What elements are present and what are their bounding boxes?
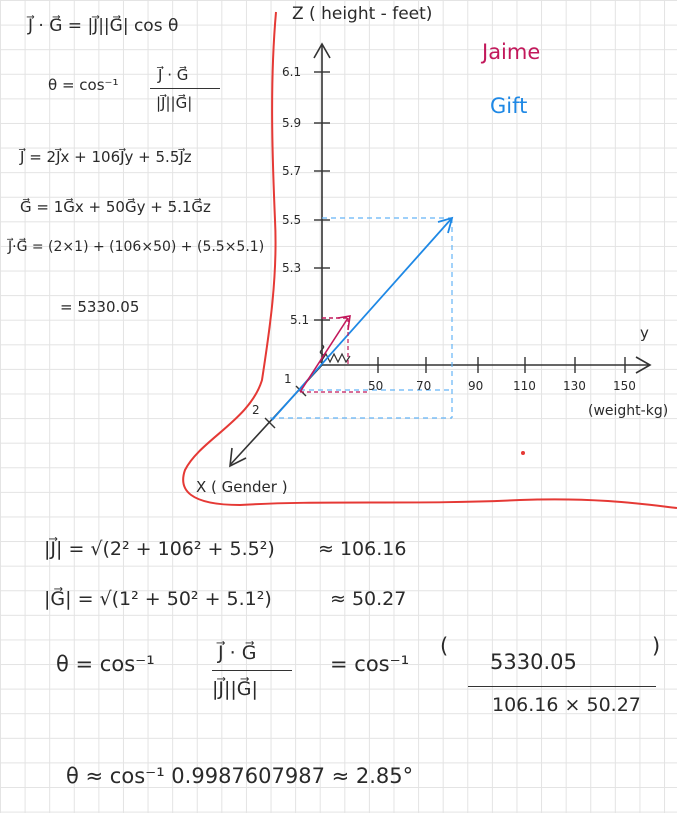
theta-calc-fraction-bar	[212, 670, 292, 671]
red-dot	[521, 451, 525, 455]
theta-fraction-bar	[468, 686, 656, 687]
gift-vector	[271, 217, 453, 421]
theta-definition-numerator: J⃗ · G⃗	[158, 66, 189, 84]
y-axis-arrowhead	[635, 356, 652, 374]
paren-left: (	[440, 634, 449, 658]
magnitude-j-value: ≈ 106.16	[318, 538, 407, 560]
paren-right: )	[652, 634, 661, 658]
z-tick-label: 5.9	[282, 116, 302, 130]
z-tick-label: 5.5	[282, 213, 302, 227]
y-tick-label: 50	[368, 379, 384, 393]
x-axis-label: X ( Gender )	[196, 478, 288, 496]
theta-definition-denominator: |J⃗||G⃗|	[156, 94, 193, 112]
theta-calc-denominator: |J⃗||G⃗|	[212, 678, 258, 700]
z-tick-label: 5.3	[282, 261, 302, 275]
x-axis-arrowhead	[229, 447, 247, 468]
theta-fraction-numerator: 5330.05	[490, 650, 577, 674]
z-tick-marks	[314, 71, 330, 321]
theta-definition-lhs: θ = cos⁻¹	[48, 76, 119, 94]
y-tick-label: 150	[613, 379, 636, 393]
red-boundary-line	[182, 11, 677, 509]
z-tick-label: 6.1	[282, 65, 302, 79]
x-tick-marks	[264, 385, 307, 429]
x-tick-label: 2	[252, 403, 260, 417]
gift-vector-arrowhead	[437, 216, 454, 234]
dot-product-expansion: J⃗·G⃗ = (2×1) + (106×50) + (5.5×5.1)	[8, 239, 265, 255]
magnitude-j-expression: |J⃗| = √(2² + 106² + 5.5²)	[44, 538, 275, 560]
jaime-projection-lines	[300, 318, 368, 393]
y-axis-label: y	[640, 324, 649, 342]
theta-calc-lhs: θ = cos⁻¹	[56, 652, 155, 676]
theta-calc-equals: = cos⁻¹	[330, 652, 410, 676]
z-axis-arrowhead	[313, 42, 331, 59]
z-tick-label: 5.1	[290, 313, 310, 327]
legend-gift: Gift	[490, 94, 528, 118]
y-tick-label: 130	[563, 379, 586, 393]
z-tick-label: 5.7	[282, 164, 302, 178]
theta-calc-numerator: J⃗ · G⃗	[218, 642, 257, 664]
theta-fraction-denominator: 106.16 × 50.27	[492, 694, 641, 716]
x-tick-label: 1	[284, 372, 292, 386]
legend-jaime: Jaime	[482, 40, 541, 64]
dot-product-formula: J⃗ · G⃗ = |J⃗||G⃗| cos θ	[28, 16, 179, 36]
y-tick-label: 110	[513, 379, 536, 393]
final-theta-result: θ ≈ cos⁻¹ 0.9987607987 ≈ 2.85°	[66, 764, 414, 788]
y-tick-label: 70	[416, 379, 432, 393]
z-axis-label: Z ( height - feet)	[292, 4, 433, 24]
theta-definition-fraction-bar	[150, 88, 220, 89]
y-tick-label: 90	[468, 379, 484, 393]
jaime-vector	[299, 315, 351, 393]
magnitude-g-value: ≈ 50.27	[330, 588, 407, 610]
j-vector-definition: J⃗ = 2J⃗x + 106J⃗y + 5.5J⃗z	[20, 148, 192, 166]
dot-product-result: = 5330.05	[60, 298, 140, 316]
gift-projection-lines	[270, 217, 453, 419]
y-tick-marks	[377, 357, 626, 373]
magnitude-g-expression: |G⃗| = √(1² + 50² + 5.1²)	[44, 588, 272, 610]
g-vector-definition: G⃗ = 1G⃗x + 50G⃗y + 5.1G⃗z	[20, 198, 211, 216]
y-axis-unit: (weight-kg)	[588, 403, 669, 419]
